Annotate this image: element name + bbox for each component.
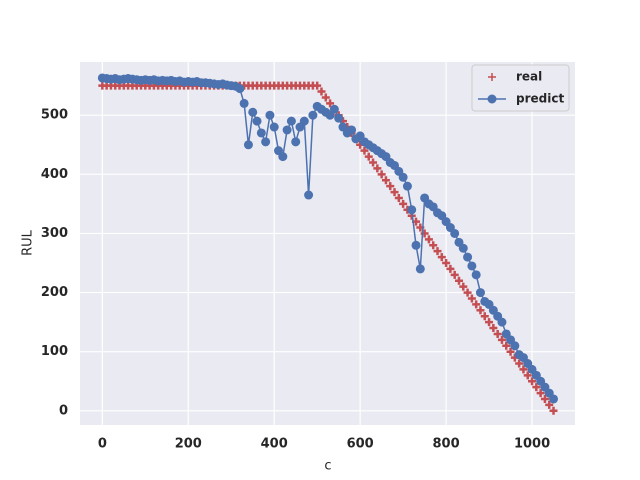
real-point <box>493 329 502 338</box>
real-point <box>523 371 532 380</box>
predict-point <box>510 341 520 351</box>
predict-point <box>411 240 421 250</box>
y-tick-label: 100 <box>41 344 68 359</box>
real-point <box>545 400 554 409</box>
real-point <box>515 359 524 368</box>
predict-point <box>398 172 408 182</box>
real-point <box>536 389 545 398</box>
real-point <box>497 335 506 344</box>
legend-marker <box>488 73 496 81</box>
predict-point <box>235 84 245 94</box>
real-point <box>489 324 498 333</box>
real-point <box>433 247 442 256</box>
legend-label: predict <box>516 92 564 106</box>
predict-point <box>256 128 266 138</box>
real-point <box>313 81 322 90</box>
y-tick-label: 0 <box>59 403 68 418</box>
predict-point <box>299 116 309 126</box>
real-point <box>472 300 481 309</box>
real-point <box>463 288 472 297</box>
y-tick-label: 300 <box>41 226 68 241</box>
y-axis-label: RUL <box>21 229 36 256</box>
predict-point <box>265 110 275 120</box>
predict-point <box>308 110 318 120</box>
x-tick-label: 400 <box>261 437 288 452</box>
predict-point <box>497 317 507 327</box>
x-tick-label: 0 <box>98 437 107 452</box>
legend-marker <box>487 94 497 104</box>
real-point <box>467 294 476 303</box>
predict-point <box>471 270 481 280</box>
real-point <box>450 270 459 279</box>
real-point <box>506 347 515 356</box>
plot-area <box>80 62 575 425</box>
y-tick-label: 400 <box>41 167 68 182</box>
predict-point <box>450 228 460 238</box>
predict-point <box>269 122 279 132</box>
real-point <box>373 164 382 173</box>
y-tick-label: 200 <box>41 285 68 300</box>
predict-point <box>304 190 314 200</box>
predict-point <box>286 116 296 126</box>
real-point <box>429 241 438 250</box>
real-point <box>377 170 386 179</box>
real-point <box>480 312 489 321</box>
x-tick-label: 600 <box>347 437 374 452</box>
x-tick-label: 200 <box>175 437 202 452</box>
predict-point <box>243 140 253 150</box>
predict-point <box>415 264 425 274</box>
real-point <box>549 406 558 415</box>
real-point <box>437 253 446 262</box>
real-point <box>390 188 399 197</box>
real-point <box>424 235 433 244</box>
x-tick-label: 800 <box>433 437 460 452</box>
predict-point <box>458 243 468 253</box>
predict-point <box>334 113 344 123</box>
real-point <box>446 264 455 273</box>
real-point <box>399 199 408 208</box>
predict-point <box>239 98 249 108</box>
real-point <box>532 383 541 392</box>
y-tick-label: 500 <box>41 108 68 123</box>
real-point <box>540 394 549 403</box>
real-point <box>360 146 369 155</box>
predict-point <box>463 252 473 262</box>
real-point <box>321 93 330 102</box>
real-point <box>369 158 378 167</box>
predict-point <box>347 125 357 135</box>
predict-point <box>252 116 262 126</box>
real-point <box>454 276 463 285</box>
real-point <box>394 193 403 202</box>
real-point <box>519 365 528 374</box>
real-point <box>442 259 451 268</box>
predict-point <box>248 107 258 117</box>
predict-point <box>407 205 417 215</box>
x-axis-label: c <box>324 459 331 474</box>
real-point <box>528 377 537 386</box>
predict-point <box>475 288 485 298</box>
real-point <box>386 182 395 191</box>
real-point <box>317 87 326 96</box>
predict-point <box>549 394 559 404</box>
legend-label: real <box>516 70 542 84</box>
predict-point <box>467 261 477 271</box>
predict-point <box>291 137 301 147</box>
predict-point <box>282 125 292 135</box>
real-point <box>459 282 468 291</box>
real-point <box>485 318 494 327</box>
real-point <box>326 99 335 108</box>
real-point <box>476 306 485 315</box>
x-tick-label: 1000 <box>514 437 550 452</box>
predict-point <box>402 181 412 191</box>
predict-point <box>329 104 339 114</box>
predict-point <box>261 137 271 147</box>
predict-point <box>278 152 288 162</box>
real-point <box>502 341 511 350</box>
real-point <box>381 176 390 185</box>
real-point <box>364 152 373 161</box>
